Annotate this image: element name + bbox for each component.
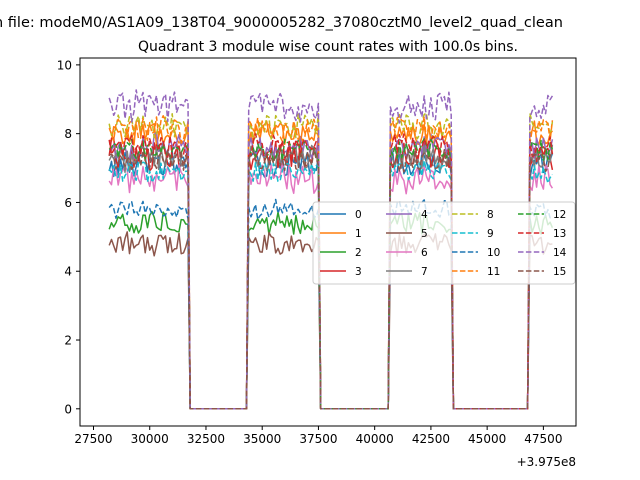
x-tick-label: 37500 [299,432,337,446]
legend-label-11: 11 [487,266,500,278]
x-tick-label: 30000 [131,432,169,446]
legend-frame [312,201,576,285]
chart-title: Quadrant 3 module wise count rates with … [138,39,518,55]
y-tick-label: 10 [57,58,72,72]
y-tick-label: 8 [64,127,72,141]
x-tick-label: 45000 [468,432,506,446]
legend-label-15: 15 [553,266,566,278]
x-tick-label: 40000 [356,432,394,446]
x-tick-label: 27500 [74,432,112,446]
legend-label-6: 6 [421,247,428,259]
legend-label-7: 7 [421,266,428,278]
x-tick-label: 35000 [243,432,281,446]
y-tick-label: 6 [64,196,72,210]
x-tick-label: 47500 [524,432,562,446]
legend-label-10: 10 [487,247,500,259]
axis-ticks: 27500 30000 32500 35000 37500 40000 42500 45000… [57,58,563,446]
legend-label-9: 9 [487,228,494,240]
legend-label-12: 12 [553,209,566,221]
y-tick-label: 0 [64,402,72,416]
legend-label-2: 2 [355,247,362,259]
legend-label-4: 4 [421,209,428,221]
legend-label-14: 14 [553,247,567,259]
y-tick-label: 2 [64,334,72,348]
legend-label-0: 0 [355,209,362,221]
plot-frame [79,57,577,427]
figure-suptitle: n file: modeM0/AS1A09_138T04_9000005282_… [0,15,563,31]
series-line-14 [108,89,554,410]
legend-label-3: 3 [355,266,362,278]
x-tick-label: 32500 [187,432,225,446]
x-offset-label: +3.975e8 [517,455,576,469]
legend-label-5: 5 [421,228,428,240]
legend-label-1: 1 [355,228,362,240]
y-tick-label: 4 [64,265,72,279]
legend-label-13: 13 [553,228,566,240]
series-layer [108,89,554,410]
legend-label-8: 8 [487,209,494,221]
x-tick-label: 42500 [412,432,450,446]
